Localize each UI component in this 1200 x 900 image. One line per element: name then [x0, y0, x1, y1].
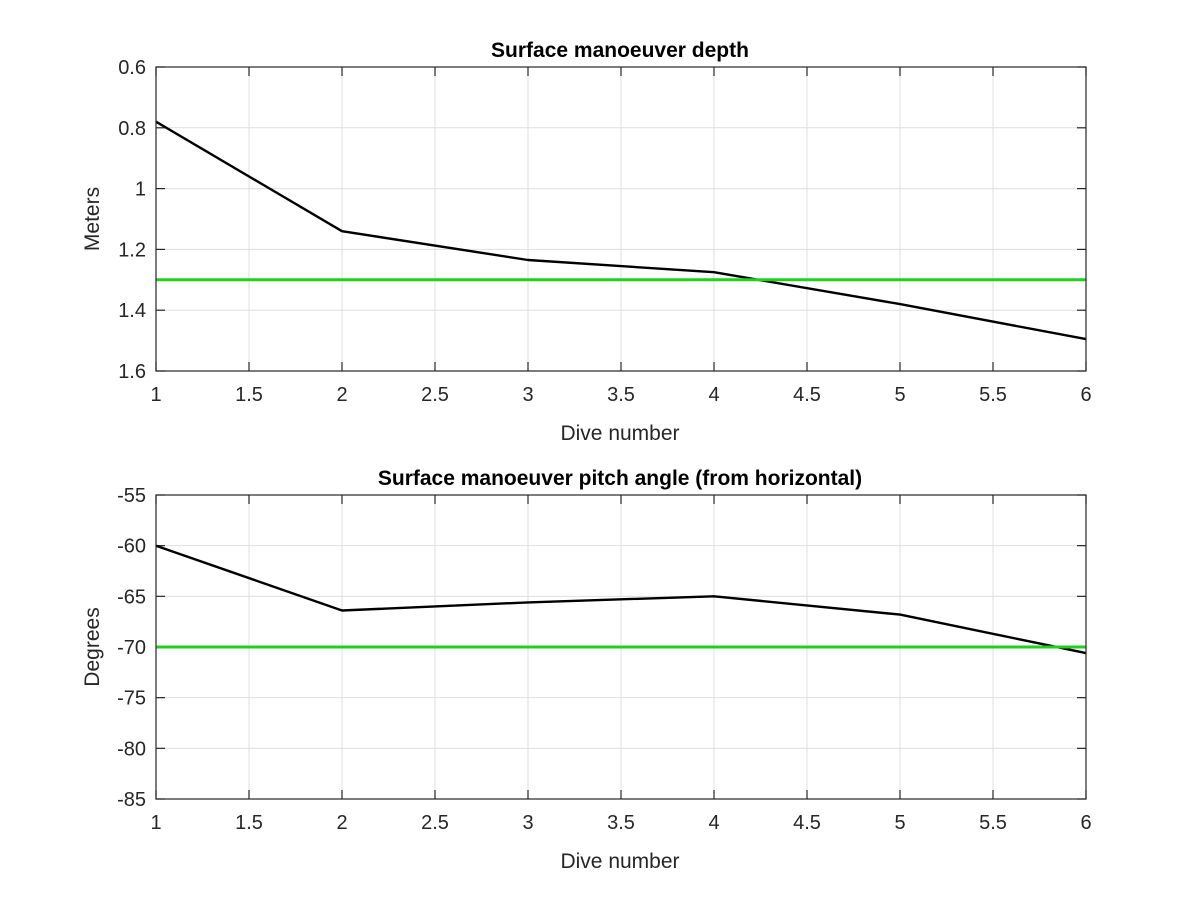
depth-chart-xtick-label: 2 — [336, 384, 347, 406]
depth-chart-ylabel: Meters — [81, 187, 104, 251]
pitch-chart-xtick-label: 5.5 — [979, 812, 1007, 834]
depth-chart-xtick-label: 1 — [150, 384, 161, 406]
pitch-chart-ytick-label: -80 — [117, 738, 146, 760]
pitch-chart-xtick-label: 4 — [708, 812, 719, 834]
depth-chart-xtick-label: 1.5 — [235, 384, 263, 406]
depth-chart-ytick-label: 1.2 — [118, 239, 146, 261]
depth-chart-ytick-label: 1.6 — [118, 361, 146, 383]
depth-chart-xtick-label: 5.5 — [979, 384, 1007, 406]
depth-chart: Surface manoeuver depth Dive number Mete… — [81, 39, 1092, 445]
depth-chart-axes-frame — [155, 66, 1087, 372]
pitch-chart-xtick-label: 3 — [522, 812, 533, 834]
depth-chart-xlabel: Dive number — [560, 422, 679, 445]
pitch-chart-title: Surface manoeuver pitch angle (from hori… — [378, 467, 862, 490]
pitch-chart-xtick-label: 1 — [150, 812, 161, 834]
pitch-chart-ytick-label: -60 — [117, 536, 146, 558]
pitch-chart-ytick-label: -85 — [117, 789, 146, 811]
pitch-chart-data-line — [155, 544, 1087, 655]
depth-chart-ytick-label: 0.6 — [118, 57, 146, 79]
pitch-chart-ylabel: Degrees — [81, 607, 104, 686]
pitch-chart-xlabel: Dive number — [560, 850, 679, 873]
depth-chart-ytick-label: 1 — [135, 179, 146, 201]
pitch-chart-xtick-label: 2 — [336, 812, 347, 834]
depth-chart-xtick-label: 4 — [708, 384, 719, 406]
depth-chart-xtick-label: 4.5 — [793, 384, 821, 406]
pitch-chart-xtick-label: 6 — [1080, 812, 1091, 834]
depth-chart-xtick-label: 3.5 — [607, 384, 635, 406]
depth-chart-xtick-label: 6 — [1080, 384, 1091, 406]
pitch-chart: Surface manoeuver pitch angle (from hori… — [81, 467, 1092, 873]
pitch-chart-ytick-label: -55 — [117, 485, 146, 507]
pitch-chart-xtick-label: 1.5 — [235, 812, 263, 834]
depth-chart-xtick-label: 2.5 — [421, 384, 449, 406]
depth-chart-xtick-label: 3 — [522, 384, 533, 406]
depth-chart-xtick-label: 5 — [894, 384, 905, 406]
pitch-chart-xtick-label: 2.5 — [421, 812, 449, 834]
pitch-chart-ytick-label: -65 — [117, 586, 146, 608]
pitch-chart-xtick-label: 3.5 — [607, 812, 635, 834]
depth-chart-ytick-label: 0.8 — [118, 118, 146, 140]
depth-chart-ytick-label: 1.4 — [118, 300, 146, 322]
pitch-chart-ytick-label: -75 — [117, 688, 146, 710]
pitch-chart-axes-frame — [155, 494, 1087, 800]
depth-chart-title: Surface manoeuver depth — [491, 39, 749, 62]
pitch-chart-xtick-label: 5 — [894, 812, 905, 834]
pitch-chart-ytick-label: -70 — [117, 637, 146, 659]
pitch-chart-xtick-label: 4.5 — [793, 812, 821, 834]
depth-chart-data-line — [155, 120, 1087, 341]
